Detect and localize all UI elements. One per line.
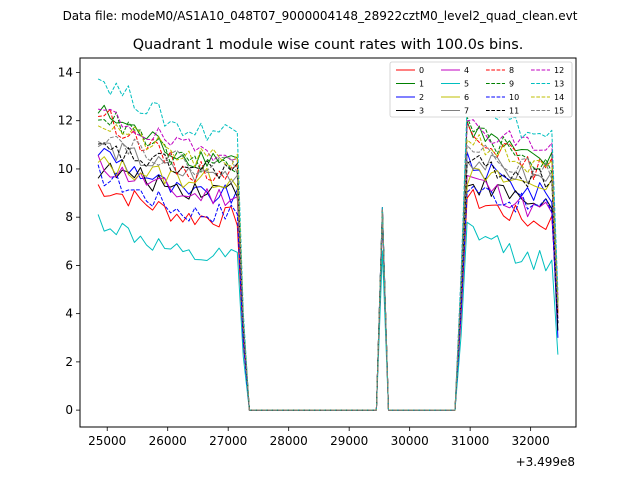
legend-box (389, 61, 573, 118)
legend-label: 3 (419, 107, 424, 116)
legend-label: 12 (554, 66, 564, 75)
series-line-10 (97, 164, 559, 411)
x-offset-label: +3.499e8 (516, 455, 575, 469)
series-lines (97, 78, 559, 411)
series-line-9 (98, 111, 559, 411)
x-tick-label: 29000 (330, 434, 368, 448)
legend-label: 11 (509, 107, 519, 116)
x-axis-ticks: 25000 26000 27000 28000 29000 30000 31000 32000 (88, 427, 550, 448)
y-tick-label: 2 (65, 355, 73, 369)
x-tick-label: 27000 (209, 434, 247, 448)
series-line-0 (97, 184, 559, 411)
legend-label: 10 (509, 93, 519, 102)
x-tick-label: 28000 (270, 434, 308, 448)
series-line-8 (98, 108, 559, 411)
chart-suptitle: Data file: modeM0/AS1A10_048T07_90000041… (63, 9, 578, 23)
x-tick-label: 30000 (391, 434, 429, 448)
y-tick-label: 4 (65, 307, 73, 321)
legend-label: 0 (419, 66, 424, 75)
x-tick-label: 32000 (512, 434, 550, 448)
series-line-6 (97, 156, 559, 411)
legend-label: 14 (554, 93, 564, 102)
y-tick-label: 12 (58, 114, 73, 128)
series-line-4 (97, 155, 559, 411)
series-line-5 (97, 214, 559, 411)
legend-label: 4 (464, 66, 469, 75)
legend-label: 7 (464, 107, 469, 116)
y-tick-label: 0 (65, 403, 73, 417)
plot-frame (79, 57, 577, 428)
legend-label: 8 (509, 66, 514, 75)
x-tick-label: 26000 (149, 434, 187, 448)
legend-label: 9 (509, 80, 514, 89)
series-line-3 (97, 162, 559, 411)
y-tick-label: 10 (58, 162, 73, 176)
legend-label: 13 (554, 80, 564, 89)
legend-label: 6 (464, 93, 469, 102)
y-tick-label: 14 (58, 65, 73, 79)
series-line-14 (97, 124, 559, 411)
x-tick-label: 25000 (88, 434, 126, 448)
legend-label: 1 (419, 80, 424, 89)
legend-label: 2 (419, 93, 424, 102)
y-tick-label: 8 (65, 210, 73, 224)
chart-title: Quadrant 1 module wise count rates with … (133, 37, 524, 53)
legend-label: 5 (464, 80, 469, 89)
x-tick-label: 31000 (451, 434, 489, 448)
y-tick-label: 6 (65, 258, 73, 272)
y-axis-ticks: 0 2 4 6 8 10 12 14 (58, 65, 80, 417)
legend-label: 15 (554, 107, 564, 116)
series-line-15 (97, 135, 559, 411)
series-line-13 (97, 78, 559, 411)
